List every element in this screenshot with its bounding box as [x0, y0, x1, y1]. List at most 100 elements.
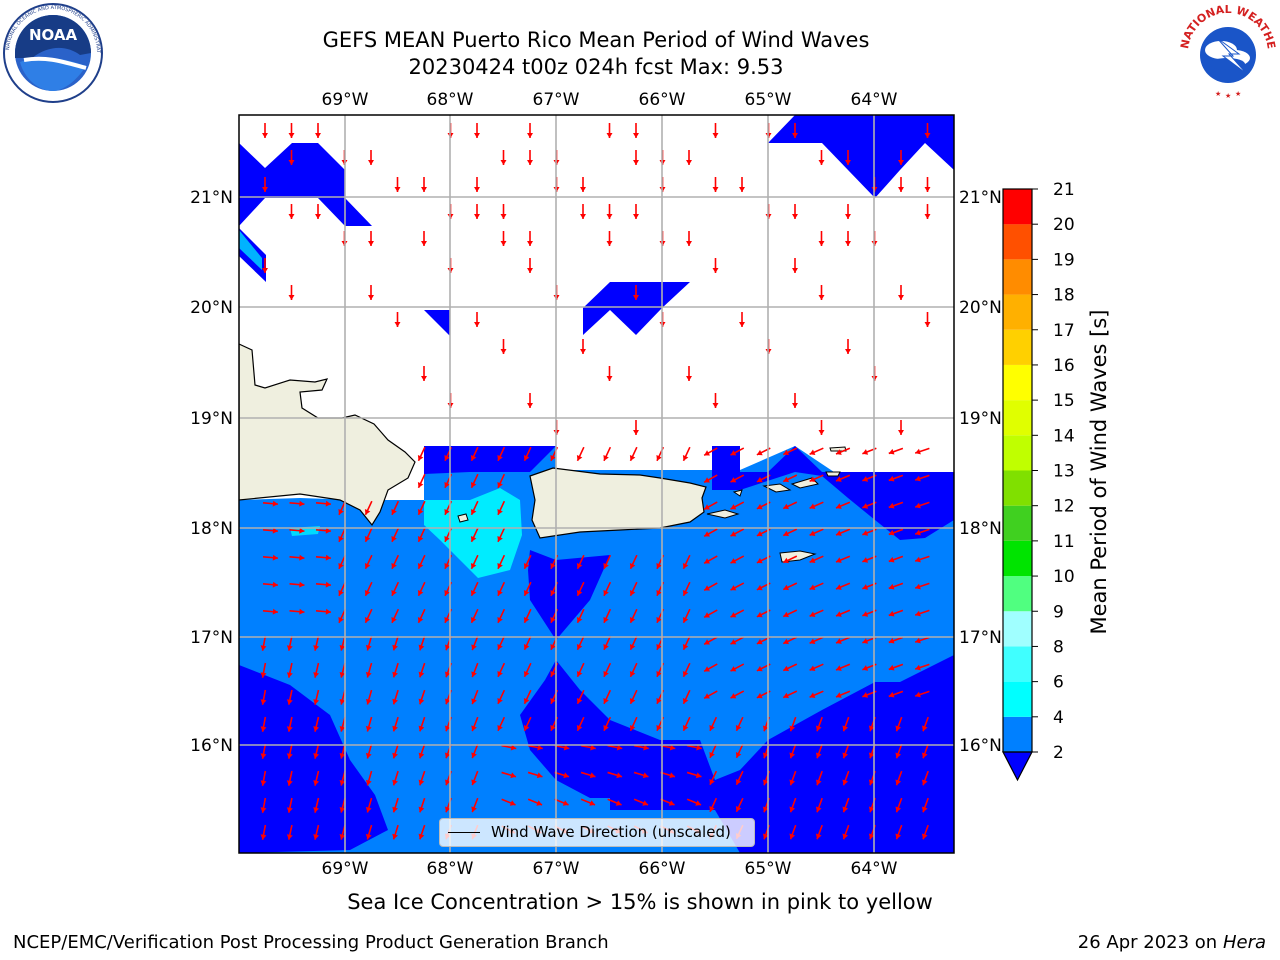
wind-wave-arrow-head — [537, 744, 543, 751]
wind-wave-arrow-head — [417, 535, 424, 542]
land-vi-north — [762, 477, 819, 493]
colorbar-segment — [1003, 259, 1032, 295]
wind-wave-arrow-head — [730, 612, 737, 618]
wind-wave-arrow-head — [835, 476, 842, 482]
wind-wave-arrow-head — [391, 616, 397, 623]
wind-wave-arrow-head — [417, 562, 424, 569]
period-region-below-2-east — [712, 446, 954, 540]
wind-wave-arrow-head — [286, 699, 293, 705]
wind-wave-arrow-head — [888, 664, 895, 671]
wind-wave-arrow-head — [682, 616, 689, 623]
wind-wave-arrow-head — [365, 644, 372, 651]
wind-wave-arrow-head — [783, 638, 790, 645]
wind-wave-arrow-head — [709, 751, 715, 758]
wind-wave-arrow-head — [783, 530, 790, 537]
wind-wave-arrow-head — [444, 671, 451, 678]
lat-labels-right: 21°N 20°N 19°N 18°N 17°N 16°N — [959, 188, 1002, 756]
wind-wave-arrow-head — [474, 133, 480, 138]
colorbar-segment — [1003, 400, 1032, 436]
wind-wave-arrow-head — [730, 585, 737, 591]
wind-wave-arrow-head — [682, 454, 689, 461]
lon-label-bottom: 65°W — [745, 859, 792, 879]
colorbar-extend-triangle — [1002, 751, 1033, 782]
colorbar-tick-label: 13 — [1053, 462, 1075, 482]
wind-wave-arrow-head — [921, 833, 928, 840]
wind-wave-arrow-head — [392, 725, 398, 732]
wind-wave-arrow-head — [497, 589, 503, 596]
wind-wave-arrow-head — [633, 214, 639, 219]
wind-wave-arrow-head — [888, 691, 895, 698]
wind-wave-arrow-head — [325, 581, 331, 588]
wind-wave-arrow-head — [497, 481, 503, 488]
wind-wave-arrow-head — [606, 376, 613, 381]
wind-wave-arrow-head — [809, 584, 816, 590]
svg-text:★: ★ — [1235, 90, 1241, 98]
wind-wave-arrow-head — [562, 800, 569, 806]
legend-label: Wind Wave Direction (unscaled) — [491, 823, 731, 841]
wind-wave-arrow-head — [762, 806, 769, 813]
wind-wave-arrow-head — [815, 752, 822, 759]
wind-wave-arrow-head — [888, 502, 895, 509]
wind-wave-arrow-head — [712, 187, 719, 192]
wind-wave-arrow-head — [418, 779, 425, 786]
wind-wave-arrow-head — [895, 833, 902, 840]
wind-wave-arrow-head — [792, 214, 798, 219]
wind-wave-arrow-head — [888, 529, 895, 536]
wind-wave-arrow-head — [898, 430, 904, 435]
wind-wave-arrow-head — [712, 268, 719, 273]
wind-wave-arrow-head — [550, 643, 556, 650]
wind-wave-arrow-head — [444, 806, 451, 813]
wind-wave-arrow-head — [606, 241, 613, 246]
wind-wave-arrow-head — [704, 585, 710, 591]
wind-wave-arrow-head — [629, 724, 636, 731]
footer-date: 26 Apr 2023 on Hera — [1078, 932, 1266, 953]
wind-wave-arrow-head — [338, 562, 344, 569]
wind-wave-arrow-head — [338, 508, 344, 515]
wind-wave-arrow-head — [313, 780, 320, 786]
lat-label-left: 21°N — [190, 188, 233, 208]
colorbar-tick-label: 12 — [1053, 497, 1075, 517]
wind-wave-arrow-head — [809, 638, 816, 644]
lat-label-right: 16°N — [959, 736, 1002, 756]
wind-wave-arrow-head — [704, 558, 710, 564]
wind-wave-arrow-head — [497, 724, 503, 731]
wind-wave-arrow-head — [888, 637, 895, 644]
colorbar-segment — [1003, 470, 1032, 506]
wind-wave-arrow-head — [527, 403, 533, 408]
wind-wave-arrow-head — [260, 672, 267, 678]
wind-wave-arrow-head — [783, 584, 790, 591]
wind-wave-arrow-head — [339, 833, 346, 840]
wind-wave-arrow-head — [523, 697, 530, 704]
wind-wave-arrow-head — [815, 833, 822, 840]
wind-wave-arrow-head — [629, 697, 636, 704]
lat-label-right: 17°N — [959, 628, 1002, 648]
period-region-below-2-mona — [424, 446, 556, 474]
wind-wave-arrow-head — [444, 508, 450, 515]
wind-wave-arrow-head — [783, 449, 790, 456]
wind-wave-arrow-head — [629, 454, 636, 461]
wind-wave-arrow-head — [474, 187, 480, 192]
svg-text:★: ★ — [1215, 90, 1221, 98]
wind-wave-arrow-head — [845, 160, 851, 165]
wind-wave-arrow-head — [868, 806, 875, 813]
wind-wave-arrow-head — [299, 608, 305, 615]
wind-wave-arrow-head — [809, 611, 816, 617]
wind-wave-arrow-head — [288, 295, 295, 300]
wind-wave-arrow-head — [656, 616, 662, 623]
colorbar-tick-label: 20 — [1053, 215, 1075, 235]
wind-wave-arrow-head — [417, 589, 424, 596]
wind-wave-arrow-head — [509, 800, 516, 806]
wind-wave-arrow-head — [471, 671, 477, 678]
wind-wave-arrow-head — [762, 725, 769, 732]
wind-wave-arrow-head — [471, 779, 477, 786]
wind-wave-arrow-head — [497, 535, 503, 542]
wind-wave-arrow-head — [695, 772, 702, 779]
wind-wave-arrow-head — [299, 554, 305, 561]
wind-wave-arrow-head — [260, 726, 267, 732]
wind-wave-arrow-head — [523, 724, 530, 731]
lon-labels-bottom: 69°W 68°W 67°W 66°W 65°W 64°W — [322, 859, 898, 879]
wind-wave-arrow-head — [497, 697, 503, 704]
wind-wave-arrow-head — [580, 187, 586, 192]
wind-wave-arrow-head — [288, 160, 295, 165]
lon-label-top: 69°W — [322, 90, 369, 110]
